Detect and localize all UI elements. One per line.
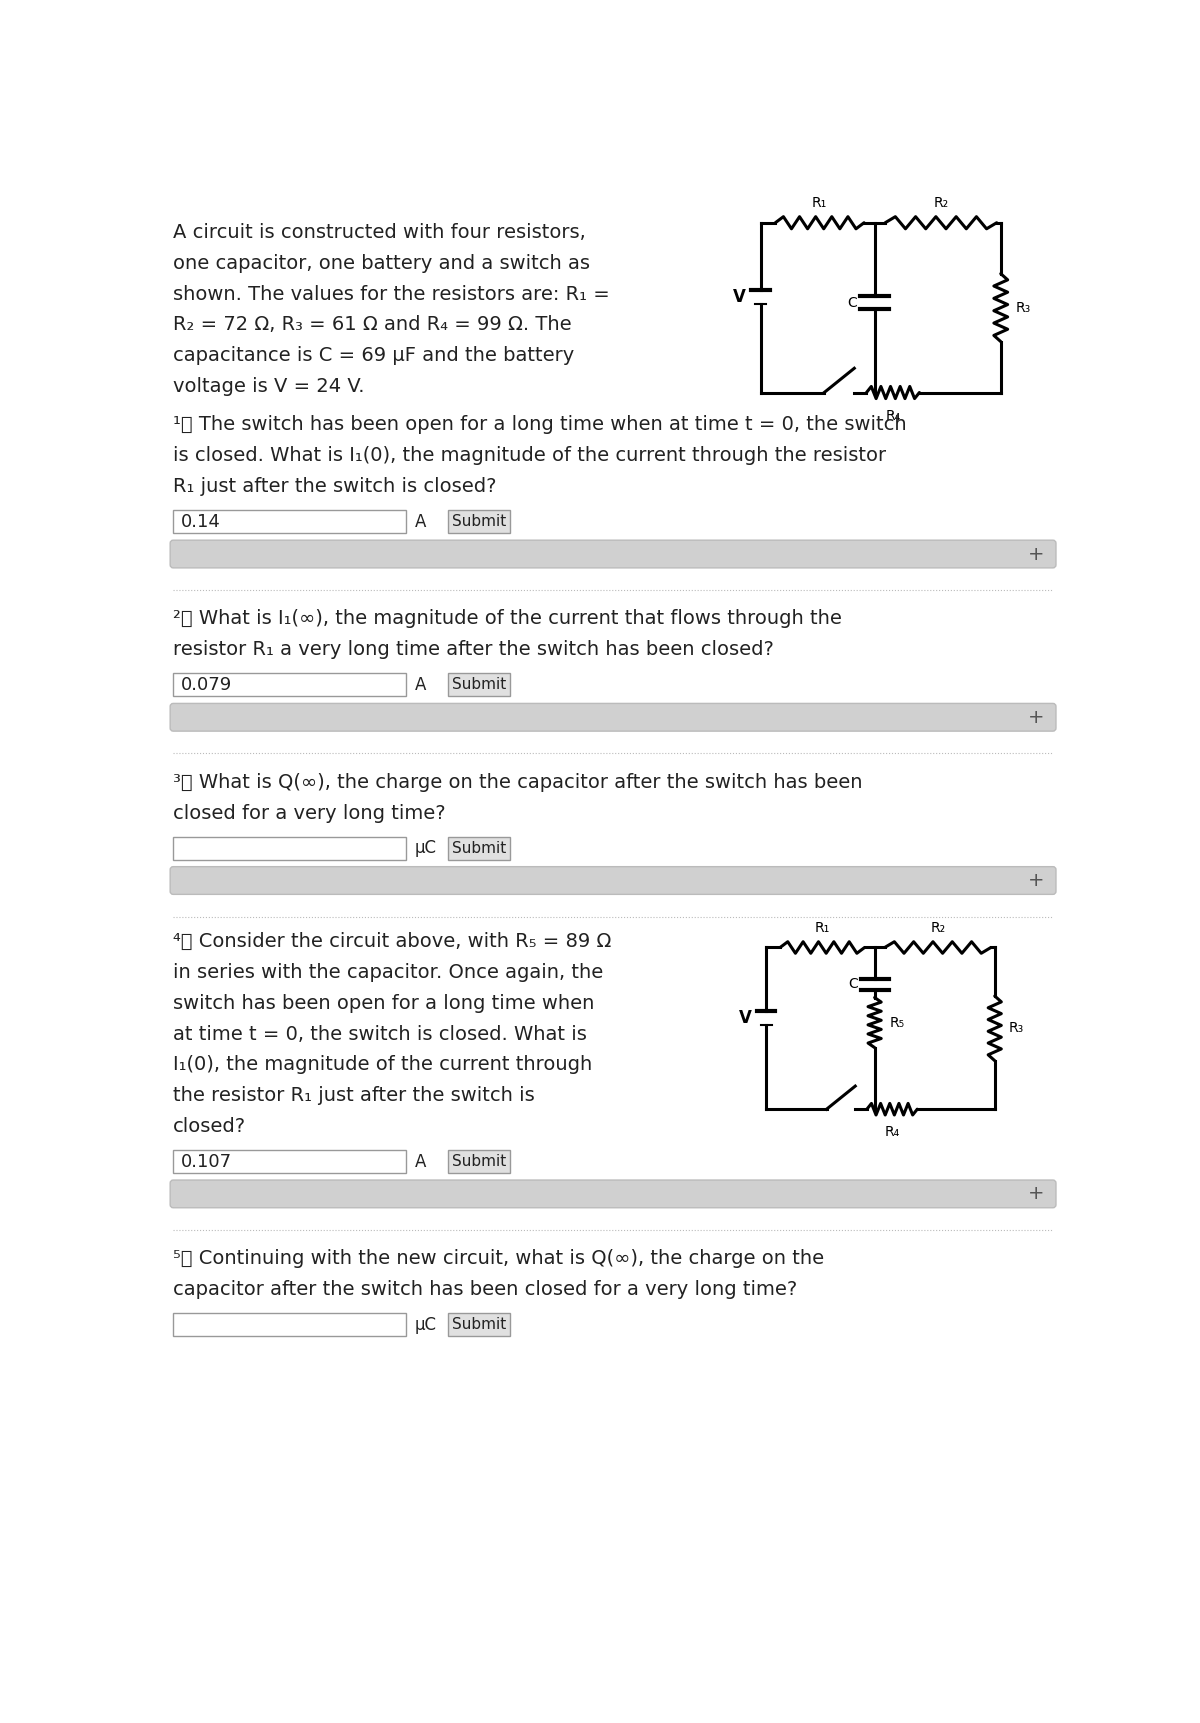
Text: capacitance is C = 69 μF and the battery: capacitance is C = 69 μF and the battery xyxy=(173,346,575,365)
Text: A: A xyxy=(415,513,426,531)
FancyBboxPatch shape xyxy=(173,837,406,860)
Text: in series with the capacitor. Once again, the: in series with the capacitor. Once again… xyxy=(173,963,604,982)
Text: shown. The values for the resistors are: R₁ =: shown. The values for the resistors are:… xyxy=(173,284,610,303)
FancyBboxPatch shape xyxy=(449,510,510,532)
Text: closed?: closed? xyxy=(173,1117,246,1135)
Text: V: V xyxy=(739,1010,752,1027)
Text: capacitor after the switch has been closed for a very long time?: capacitor after the switch has been clos… xyxy=(173,1280,798,1299)
Text: ¹⧠ The switch has been open for a long time when at time t = 0, the switch: ¹⧠ The switch has been open for a long t… xyxy=(173,415,907,434)
Text: the resistor R₁ just after the switch is: the resistor R₁ just after the switch is xyxy=(173,1085,535,1104)
FancyBboxPatch shape xyxy=(170,867,1056,894)
FancyBboxPatch shape xyxy=(449,1313,510,1337)
Text: +: + xyxy=(1027,1184,1044,1203)
Text: R₃: R₃ xyxy=(1009,1022,1024,1036)
Text: R₄: R₄ xyxy=(884,1125,900,1139)
Text: A: A xyxy=(415,675,426,694)
Text: Submit: Submit xyxy=(452,513,506,529)
Text: Submit: Submit xyxy=(452,841,506,856)
Text: R₄: R₄ xyxy=(886,408,900,422)
Text: R₂ = 72 Ω, R₃ = 61 Ω and R₄ = 99 Ω. The: R₂ = 72 Ω, R₃ = 61 Ω and R₄ = 99 Ω. The xyxy=(173,315,572,334)
Text: C: C xyxy=(847,296,857,310)
FancyBboxPatch shape xyxy=(170,1180,1056,1208)
FancyBboxPatch shape xyxy=(449,1149,510,1173)
Text: Submit: Submit xyxy=(452,1154,506,1170)
FancyBboxPatch shape xyxy=(173,1149,406,1173)
Text: μC: μC xyxy=(415,1316,437,1334)
Text: switch has been open for a long time when: switch has been open for a long time whe… xyxy=(173,994,595,1013)
Text: R₁: R₁ xyxy=(815,922,830,936)
Text: Submit: Submit xyxy=(452,1318,506,1332)
FancyBboxPatch shape xyxy=(170,703,1056,731)
Text: closed for a very long time?: closed for a very long time? xyxy=(173,803,446,822)
Text: C: C xyxy=(848,977,858,991)
Text: A: A xyxy=(415,1153,426,1170)
Text: ³⧠ What is Q(∞), the charge on the capacitor after the switch has been: ³⧠ What is Q(∞), the charge on the capac… xyxy=(173,772,863,791)
FancyBboxPatch shape xyxy=(170,541,1056,569)
Text: 0.14: 0.14 xyxy=(181,513,221,531)
Text: A circuit is constructed with four resistors,: A circuit is constructed with four resis… xyxy=(173,222,586,241)
Text: 0.079: 0.079 xyxy=(181,675,233,694)
Text: +: + xyxy=(1027,544,1044,563)
Text: resistor R₁ a very long time after the switch has been closed?: resistor R₁ a very long time after the s… xyxy=(173,641,774,660)
Text: ²⧠ What is I₁(∞), the magnitude of the current that flows through the: ²⧠ What is I₁(∞), the magnitude of the c… xyxy=(173,610,842,629)
Text: is closed. What is I₁(0), the magnitude of the current through the resistor: is closed. What is I₁(0), the magnitude … xyxy=(173,446,887,465)
Text: voltage is V = 24 V.: voltage is V = 24 V. xyxy=(173,377,365,396)
Text: V: V xyxy=(733,288,746,307)
Text: Submit: Submit xyxy=(452,677,506,693)
Text: I₁(0), the magnitude of the current through: I₁(0), the magnitude of the current thro… xyxy=(173,1054,593,1075)
Text: R₃: R₃ xyxy=(1015,300,1031,315)
Text: at time t = 0, the switch is closed. What is: at time t = 0, the switch is closed. Wha… xyxy=(173,1025,587,1044)
Text: R₂: R₂ xyxy=(934,196,948,210)
FancyBboxPatch shape xyxy=(449,674,510,696)
Text: R₁: R₁ xyxy=(812,196,827,210)
Text: R₁ just after the switch is closed?: R₁ just after the switch is closed? xyxy=(173,477,497,496)
Text: +: + xyxy=(1027,708,1044,727)
Text: R₂: R₂ xyxy=(930,922,946,936)
Text: ⁴⧠ Consider the circuit above, with R₅ = 89 Ω: ⁴⧠ Consider the circuit above, with R₅ =… xyxy=(173,932,612,951)
FancyBboxPatch shape xyxy=(449,837,510,860)
FancyBboxPatch shape xyxy=(173,674,406,696)
FancyBboxPatch shape xyxy=(173,510,406,532)
Text: 0.107: 0.107 xyxy=(181,1153,232,1170)
Text: R₅: R₅ xyxy=(890,1015,905,1030)
FancyBboxPatch shape xyxy=(173,1313,406,1337)
Text: ⁵⧠ Continuing with the new circuit, what is Q(∞), the charge on the: ⁵⧠ Continuing with the new circuit, what… xyxy=(173,1249,824,1268)
Text: one capacitor, one battery and a switch as: one capacitor, one battery and a switch … xyxy=(173,253,590,272)
Text: μC: μC xyxy=(415,839,437,856)
Text: +: + xyxy=(1027,872,1044,891)
